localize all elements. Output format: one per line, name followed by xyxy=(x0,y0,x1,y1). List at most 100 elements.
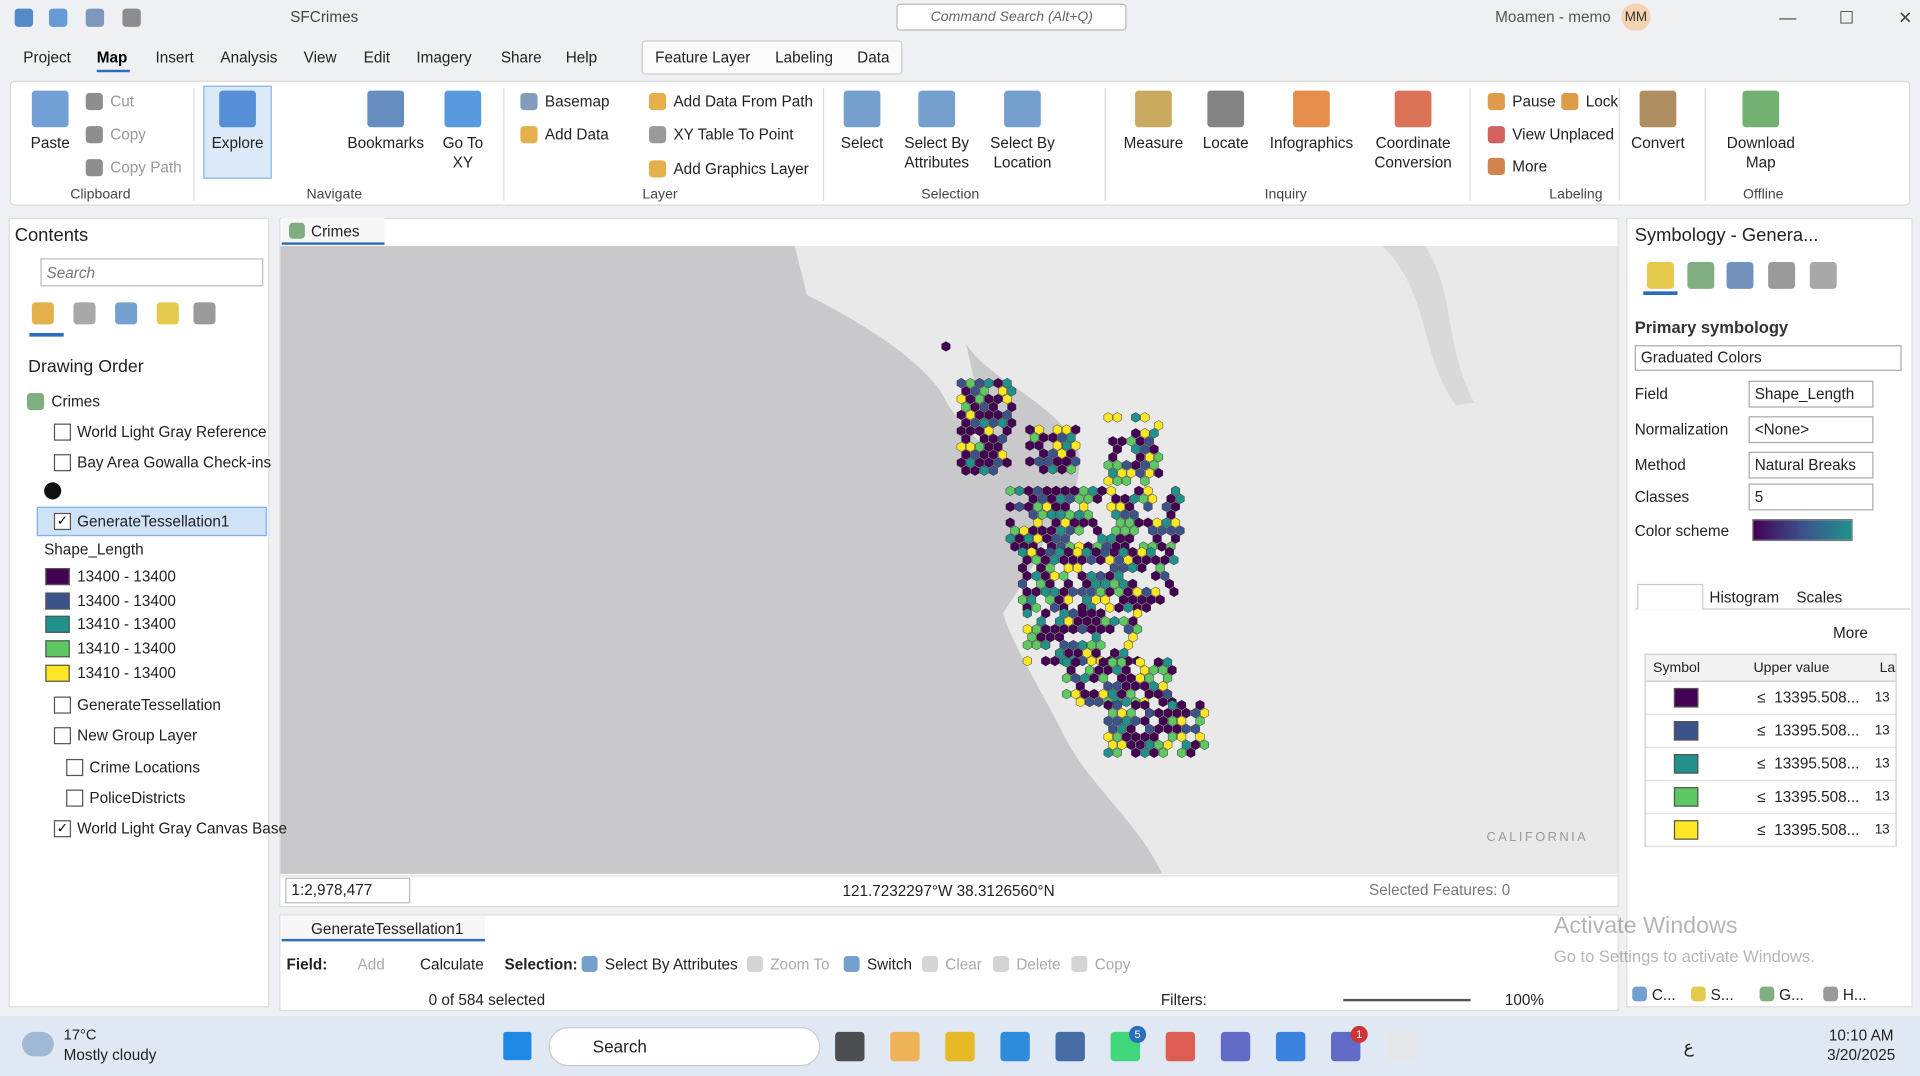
bottom-tab[interactable]: G... xyxy=(1779,986,1804,1004)
field-dropdown[interactable] xyxy=(1748,416,1874,444)
hex-cell xyxy=(1140,459,1150,471)
symbology-tab[interactable]: Scales xyxy=(1796,588,1843,606)
hex-cell xyxy=(941,341,951,352)
ribbon-button[interactable]: Locate xyxy=(1202,134,1249,152)
sym-tabs-strip xyxy=(1634,583,1911,610)
ribbon-tab[interactable]: Imagery xyxy=(416,48,472,67)
ribbon-tab[interactable]: Share xyxy=(500,48,542,67)
toolbar-button[interactable]: Calculate xyxy=(420,956,484,974)
context-tab[interactable]: Data xyxy=(857,48,890,67)
ribbon-button[interactable]: Select By Location xyxy=(990,134,1055,172)
taskbar-search[interactable] xyxy=(548,1027,821,1067)
field-dropdown[interactable] xyxy=(1748,380,1874,408)
layer-name[interactable]: World Light Gray Reference xyxy=(77,423,267,441)
ribbon-button[interactable]: Coordinate Conversion xyxy=(1374,134,1452,172)
ribbon-tab[interactable]: Insert xyxy=(155,48,194,67)
ribbon-button[interactable]: Pause xyxy=(1512,93,1556,111)
ribbon-button[interactable]: Explore xyxy=(211,134,264,152)
ribbon-button[interactable]: Measure xyxy=(1123,134,1184,152)
layer-checkbox[interactable] xyxy=(66,789,84,807)
ribbon-button[interactable]: Cut xyxy=(110,93,135,111)
toolbar-button[interactable]: Add xyxy=(357,956,385,974)
layer-checkbox[interactable]: ✓ xyxy=(53,512,72,531)
scale-box[interactable] xyxy=(285,877,411,904)
toolbar-button[interactable]: Switch xyxy=(866,956,913,974)
ribbon-button[interactable]: Add Data From Path xyxy=(673,93,814,111)
layer-checkbox[interactable] xyxy=(53,423,72,441)
bottom-tab[interactable]: H... xyxy=(1842,986,1867,1004)
ribbon-tab[interactable]: Analysis xyxy=(220,48,278,67)
ribbon-button[interactable]: Copy Path xyxy=(110,159,182,177)
layer-name[interactable]: Crime Locations xyxy=(89,758,200,777)
context-tab[interactable]: Labeling xyxy=(775,48,833,67)
ribbon-button[interactable]: Copy xyxy=(110,126,146,144)
layer-checkbox[interactable] xyxy=(53,454,72,472)
ribbon-button[interactable]: Go To XY xyxy=(442,134,484,172)
class-symbol[interactable] xyxy=(1673,754,1699,774)
layer-name[interactable]: GenerateTessellation1 xyxy=(77,512,230,531)
class-symbol[interactable] xyxy=(1673,687,1699,708)
bottom-tab[interactable]: C... xyxy=(1651,986,1676,1004)
bottom-tab[interactable]: S... xyxy=(1710,986,1734,1004)
layer-checkbox[interactable]: ✓ xyxy=(53,820,72,838)
layer-name[interactable]: GenerateTessellation xyxy=(77,696,221,714)
color-scheme-ramp[interactable] xyxy=(1752,519,1853,542)
start-button[interactable] xyxy=(503,1031,532,1061)
layer-name[interactable]: New Group Layer xyxy=(77,727,198,745)
ribbon-tab[interactable]: Help xyxy=(565,48,598,67)
window-control[interactable]: ✕ xyxy=(1898,7,1913,27)
ribbon-button[interactable]: Select By Attributes xyxy=(904,134,970,172)
window-control[interactable]: ☐ xyxy=(1838,7,1855,27)
field-dropdown[interactable] xyxy=(1748,451,1874,479)
symbology-tab[interactable]: Histogram xyxy=(1709,588,1780,606)
map-tab-label[interactable]: Crimes xyxy=(311,222,360,240)
table-tab-label[interactable]: GenerateTessellation1 xyxy=(311,920,464,938)
class-symbol[interactable] xyxy=(1673,787,1699,807)
ribbon-button[interactable]: Add Data xyxy=(544,126,609,144)
toolbar-button[interactable]: Clear xyxy=(945,956,982,974)
ribbon-button[interactable]: View Unplaced xyxy=(1512,126,1615,144)
ribbon-button[interactable]: More xyxy=(1512,157,1548,176)
ribbon-tab[interactable]: Project xyxy=(23,48,71,67)
ribbon-button[interactable]: Basemap xyxy=(544,93,610,111)
layer-checkbox[interactable] xyxy=(53,696,72,714)
ribbon-tab[interactable]: Edit xyxy=(363,48,391,67)
toolbar-button[interactable]: Copy xyxy=(1094,956,1131,974)
context-tab[interactable]: Feature Layer xyxy=(655,48,751,67)
ribbon-button[interactable]: Select xyxy=(840,134,884,152)
more-menu[interactable]: More xyxy=(1833,624,1868,642)
ribbon-button[interactable]: Paste xyxy=(30,134,70,152)
ribbon-button[interactable]: Infographics xyxy=(1269,134,1354,152)
hex-cell xyxy=(1195,699,1205,711)
ribbon-button[interactable]: XY Table To Point xyxy=(673,126,794,144)
layer-checkbox[interactable] xyxy=(53,727,72,745)
hex-cell xyxy=(1041,608,1051,619)
ribbon-button[interactable]: Download Map xyxy=(1726,134,1795,172)
toolbar-button[interactable]: Delete xyxy=(1016,956,1061,974)
hex-cell xyxy=(1059,624,1069,635)
ribbon-button[interactable]: Bookmarks xyxy=(347,134,424,152)
taskbar-app xyxy=(1275,1031,1306,1062)
ribbon-tab[interactable]: View xyxy=(303,48,337,67)
layer-checkbox[interactable] xyxy=(66,758,84,777)
ribbon-button[interactable]: Convert xyxy=(1631,134,1685,152)
ribbon-button[interactable]: Add Graphics Layer xyxy=(673,160,809,178)
layer-name[interactable]: World Light Gray Canvas Base xyxy=(77,820,287,838)
contents-search[interactable] xyxy=(40,258,264,287)
layer-name[interactable]: Crimes xyxy=(51,392,100,411)
layer-name[interactable]: Bay Area Gowalla Check-ins xyxy=(77,454,272,472)
window-control[interactable]: — xyxy=(1779,7,1797,27)
layer-name[interactable]: PoliceDistricts xyxy=(89,789,186,807)
toolbar-button[interactable]: Select By Attributes xyxy=(604,956,738,974)
hex-cell xyxy=(965,409,975,421)
class-symbol[interactable] xyxy=(1673,820,1699,840)
command-search[interactable] xyxy=(896,3,1127,31)
toolbar-button[interactable]: Zoom To xyxy=(770,956,830,974)
ribbon-tab[interactable]: Map xyxy=(96,48,128,67)
field-dropdown[interactable] xyxy=(1748,483,1874,511)
class-symbol[interactable] xyxy=(1673,721,1699,741)
table-tab[interactable] xyxy=(281,915,485,942)
hex-cell xyxy=(1010,525,1020,536)
renderer-dropdown[interactable] xyxy=(1634,345,1902,371)
ribbon-button[interactable]: Lock xyxy=(1585,93,1619,111)
